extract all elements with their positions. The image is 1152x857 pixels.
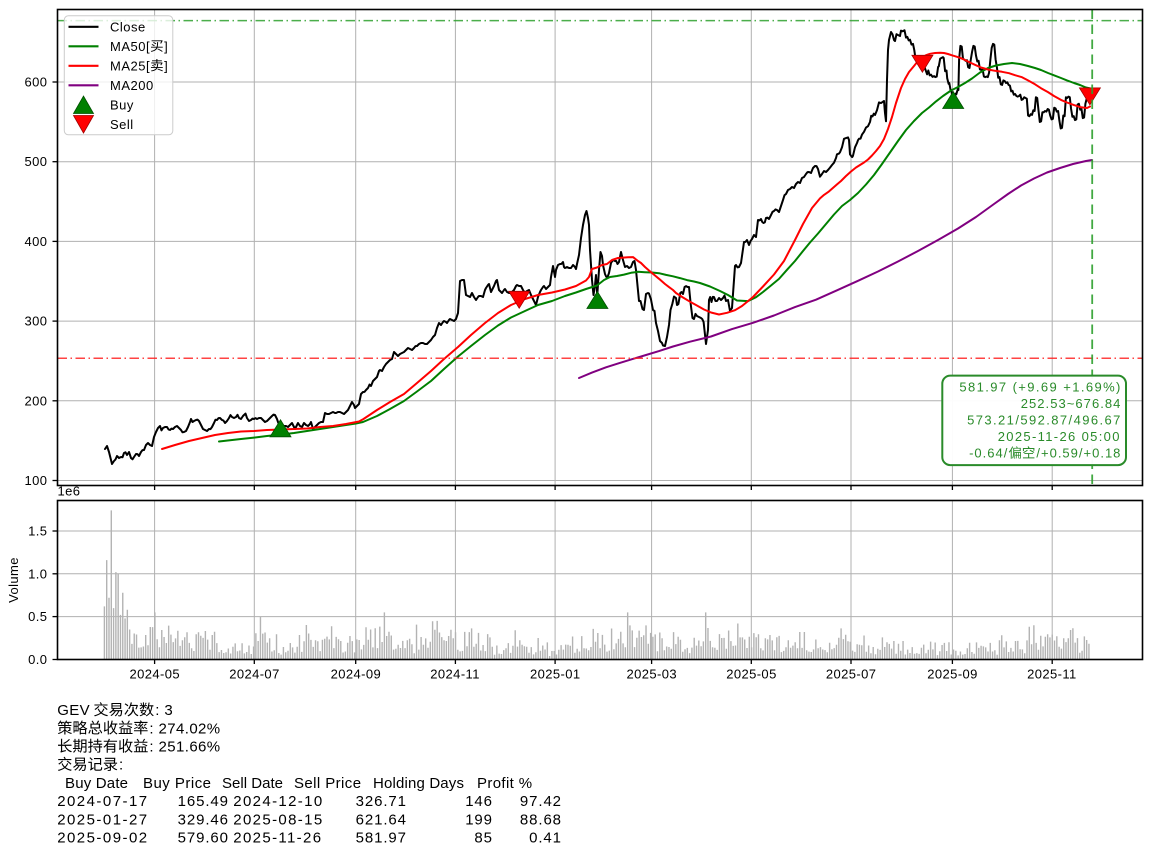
svg-text:2025-05: 2025-05	[726, 667, 777, 682]
svg-text:Profit %: Profit %	[477, 775, 532, 792]
svg-text:2024-07-17: 2024-07-17	[57, 793, 148, 810]
svg-text:: 274.02%: : 274.02%	[149, 720, 220, 737]
svg-text:Holding Days: Holding Days	[373, 775, 464, 792]
svg-text:: 3: : 3	[155, 702, 173, 719]
svg-text:579.60: 579.60	[178, 830, 229, 847]
svg-text:146: 146	[465, 793, 493, 810]
svg-text:500: 500	[25, 154, 48, 169]
svg-text:573.21/592.87/496.67: 573.21/592.87/496.67	[967, 413, 1122, 428]
svg-text:2024-09: 2024-09	[331, 667, 382, 682]
svg-text:MA50[: MA50[	[110, 39, 150, 54]
svg-text:326.71: 326.71	[356, 793, 407, 810]
svg-text:Volume: Volume	[6, 557, 21, 603]
svg-text:2025-09-02: 2025-09-02	[57, 830, 148, 847]
svg-text:581.97: 581.97	[356, 830, 407, 847]
svg-text:2025-03: 2025-03	[627, 667, 678, 682]
svg-text::: :	[119, 757, 123, 774]
svg-text:Sell Price: Sell Price	[294, 775, 361, 792]
svg-text:97.42: 97.42	[520, 793, 562, 810]
svg-text:MA25[: MA25[	[110, 58, 150, 73]
svg-text:0.0: 0.0	[28, 652, 47, 667]
svg-text:2024-07: 2024-07	[229, 667, 280, 682]
svg-text:2025-11: 2025-11	[1027, 667, 1077, 682]
svg-text:2025-08-15: 2025-08-15	[233, 811, 323, 828]
svg-text:2025-09: 2025-09	[927, 667, 978, 682]
svg-text:2025-11-26 05:00: 2025-11-26 05:00	[998, 429, 1121, 444]
svg-text:200: 200	[25, 393, 48, 408]
svg-text:Buy Price: Buy Price	[143, 775, 212, 792]
svg-text:1.0: 1.0	[28, 566, 47, 581]
svg-text:199: 199	[465, 811, 493, 828]
svg-text:165.49: 165.49	[178, 793, 229, 810]
svg-text:]: ]	[164, 58, 168, 73]
svg-text:400: 400	[25, 234, 48, 249]
svg-text:2025-01: 2025-01	[530, 667, 581, 682]
svg-text:1e6: 1e6	[58, 484, 81, 499]
svg-text:2025-07: 2025-07	[826, 667, 877, 682]
svg-text:MA200: MA200	[110, 78, 154, 93]
svg-text:100: 100	[25, 473, 48, 488]
svg-text:2024-05: 2024-05	[130, 667, 181, 682]
svg-text:2024-11: 2024-11	[430, 667, 480, 682]
svg-text:329.46: 329.46	[178, 811, 229, 828]
svg-text:-0.64/: -0.64/	[969, 446, 1008, 461]
svg-text:581.97 (+9.69 +1.69%): 581.97 (+9.69 +1.69%)	[959, 380, 1121, 395]
svg-text:621.64: 621.64	[356, 811, 407, 828]
svg-text:Buy Date: Buy Date	[65, 775, 128, 792]
svg-text:Close: Close	[110, 19, 146, 34]
svg-text:1.5: 1.5	[28, 524, 47, 539]
svg-text:GEV: GEV	[57, 702, 90, 719]
svg-text:2024-12-10: 2024-12-10	[233, 793, 323, 810]
svg-text:252.53~676.84: 252.53~676.84	[1021, 396, 1122, 411]
svg-text:Buy: Buy	[110, 97, 134, 112]
svg-text:2025-01-27: 2025-01-27	[57, 811, 148, 828]
svg-text:/+0.59/+0.18: /+0.59/+0.18	[1036, 446, 1121, 461]
svg-text:2025-11-26: 2025-11-26	[233, 830, 322, 847]
svg-text:0.5: 0.5	[28, 609, 47, 624]
svg-text:]: ]	[164, 39, 168, 54]
svg-text:Sell Date: Sell Date	[222, 775, 283, 792]
svg-text:85: 85	[474, 830, 493, 847]
svg-text:Sell: Sell	[110, 117, 134, 132]
svg-text:300: 300	[25, 314, 48, 329]
svg-text:88.68: 88.68	[520, 811, 562, 828]
svg-text:0.41: 0.41	[529, 830, 562, 847]
svg-text:: 251.66%: : 251.66%	[149, 739, 220, 756]
svg-text:600: 600	[25, 75, 48, 90]
